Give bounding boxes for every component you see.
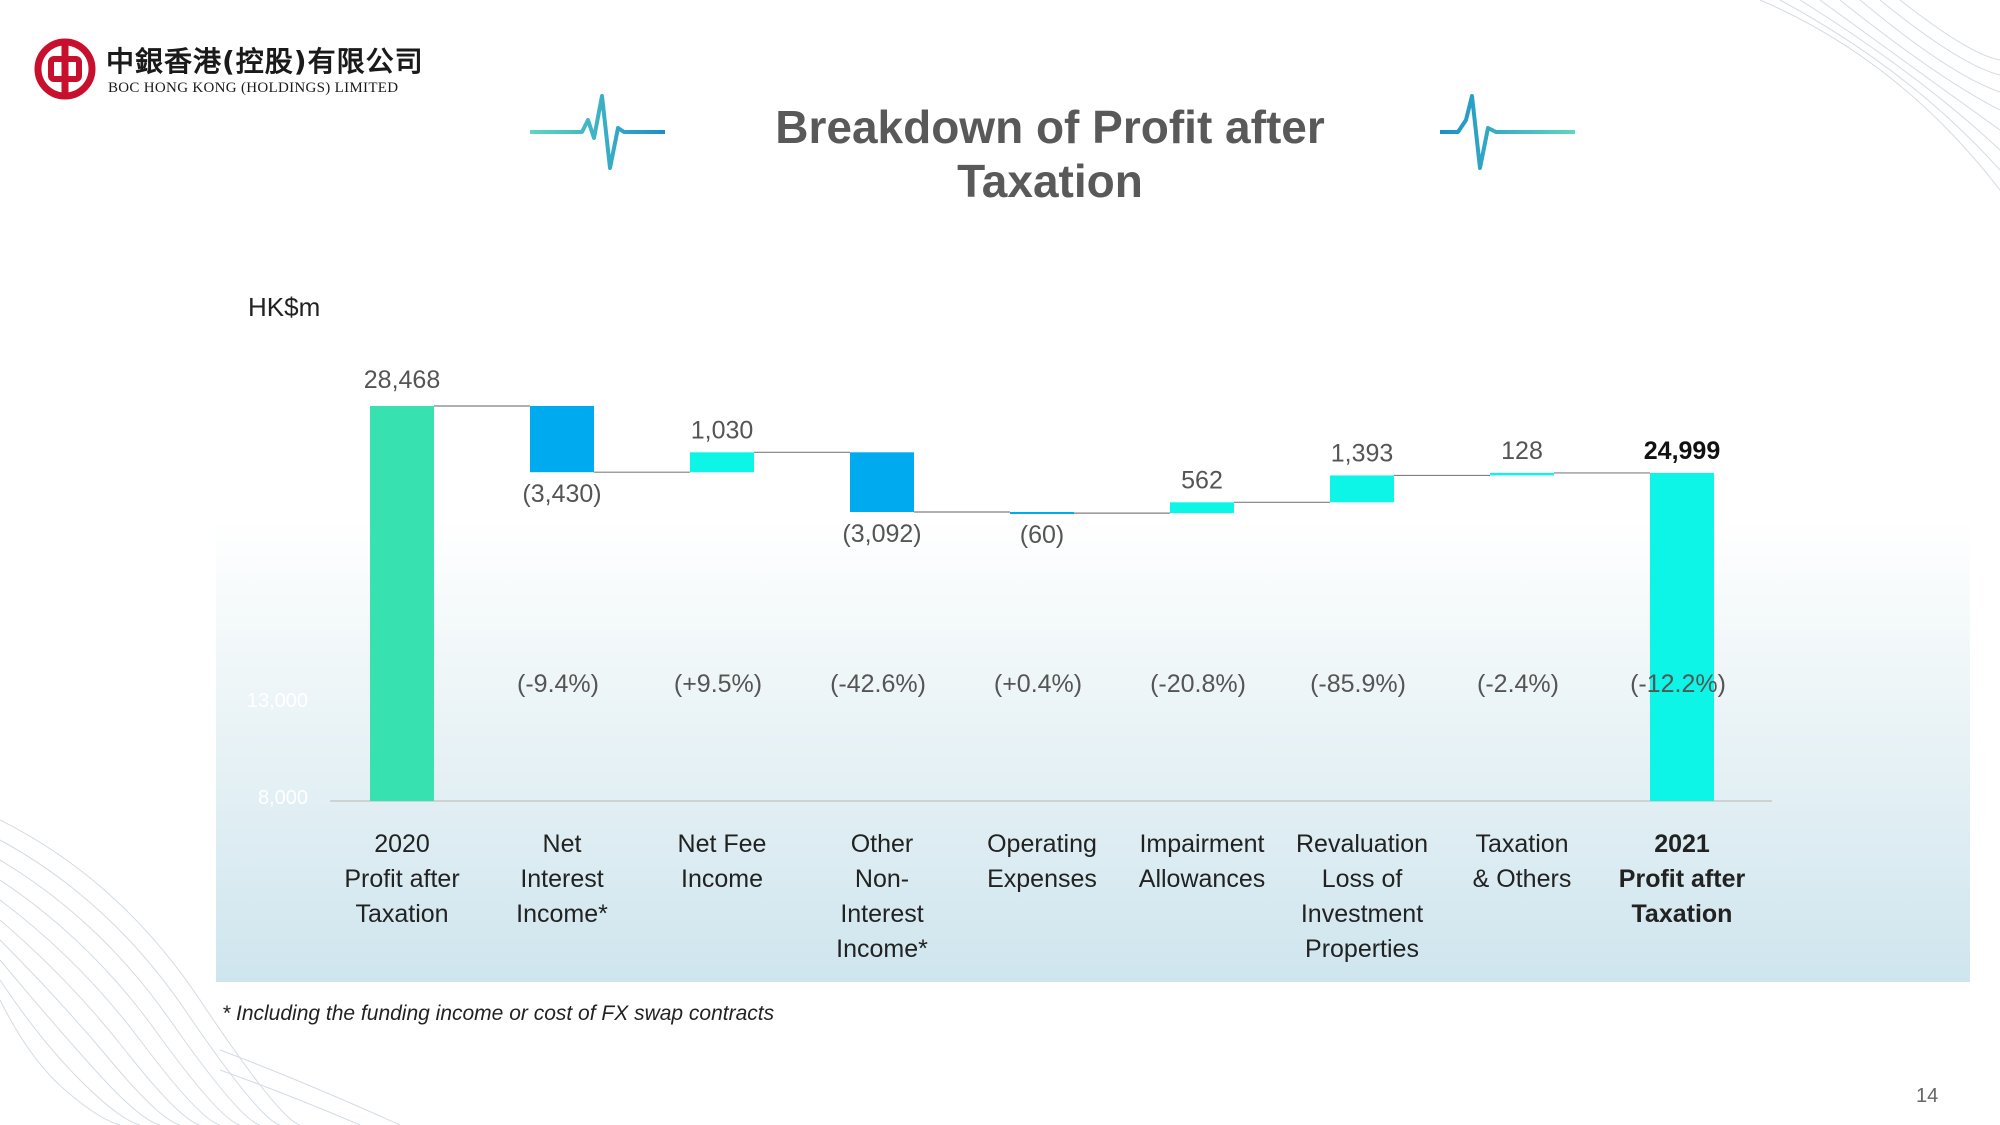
change-percentage-label: (+9.5%)	[674, 670, 762, 698]
bar-decrease	[1010, 511, 1074, 514]
data-label: (3,092)	[842, 520, 921, 548]
category-label: Net	[543, 830, 582, 858]
change-percentage-label: (-85.9%)	[1310, 670, 1406, 698]
data-label: (60)	[1020, 521, 1064, 549]
change-percentage-label: (-42.6%)	[830, 670, 926, 698]
category-label: Revaluation	[1296, 830, 1428, 858]
change-percentage-label: (-12.2%)	[1630, 670, 1726, 698]
bar-start-total	[370, 406, 434, 801]
category-label: Taxation	[1475, 830, 1568, 858]
category-label: Investment	[1301, 900, 1423, 928]
data-label: (3,430)	[522, 480, 601, 508]
category-label: Expenses	[987, 865, 1097, 893]
data-label: 1,030	[691, 416, 754, 444]
category-label: Income*	[836, 935, 928, 963]
category-label: Net Fee	[678, 830, 767, 858]
y-tick-label: 13,000	[246, 690, 308, 712]
change-percentage-label: (-20.8%)	[1150, 670, 1246, 698]
category-label: & Others	[1473, 865, 1572, 893]
logo-chinese-name: 中銀香港(控股)有限公司	[106, 45, 424, 78]
data-label: 1,393	[1331, 439, 1394, 467]
bar-end-total	[1650, 472, 1714, 801]
y-tick-label: 8,000	[257, 787, 308, 809]
pulse-right-icon	[1440, 94, 1575, 170]
category-label: Allowances	[1139, 865, 1265, 893]
category-label: Taxation	[1632, 900, 1733, 928]
category-label: 2021	[1654, 830, 1710, 858]
boc-emblem-icon	[34, 38, 96, 100]
bar-decrease	[850, 452, 914, 512]
y-axis-unit-label: HK$m	[248, 292, 321, 322]
bar-decrease	[530, 406, 594, 473]
category-label: Income*	[516, 900, 608, 928]
category-label: Income	[681, 865, 763, 893]
change-percentage-label: (-2.4%)	[1477, 670, 1559, 698]
data-label: 562	[1181, 466, 1223, 494]
category-label: 2020	[374, 830, 430, 858]
category-label: Non-	[855, 865, 909, 893]
pulse-left-icon	[530, 94, 665, 170]
category-label: Properties	[1305, 935, 1419, 963]
footnote: * Including the funding income or cost o…	[222, 1002, 775, 1025]
data-label: 128	[1501, 437, 1543, 465]
page-number: 14	[1916, 1085, 1939, 1107]
category-label: Interest	[520, 865, 603, 893]
category-label: Operating	[987, 830, 1097, 858]
change-percentage-label: (-9.4%)	[517, 670, 599, 698]
category-label: Taxation	[355, 900, 448, 928]
category-label: Profit after	[1619, 865, 1746, 893]
category-label: Loss of	[1322, 865, 1403, 893]
category-label: Interest	[840, 900, 923, 928]
page-title: Breakdown of Profit after Taxation	[775, 101, 1325, 207]
category-label: Profit after	[344, 865, 459, 893]
bar-increase	[1170, 502, 1234, 514]
category-label: Impairment	[1139, 830, 1264, 858]
bar-increase	[1490, 472, 1554, 476]
bar-increase	[1330, 475, 1394, 503]
bar-increase	[690, 452, 754, 473]
change-percentage-label: (+0.4%)	[994, 670, 1082, 698]
data-label: 24,999	[1644, 437, 1720, 465]
data-label: 28,468	[364, 366, 440, 394]
company-logo: 中銀香港(控股)有限公司 BOC HONG KONG (HOLDINGS) LI…	[34, 36, 454, 106]
logo-english-name: BOC HONG KONG (HOLDINGS) LIMITED	[108, 80, 399, 96]
category-label: Other	[851, 830, 914, 858]
